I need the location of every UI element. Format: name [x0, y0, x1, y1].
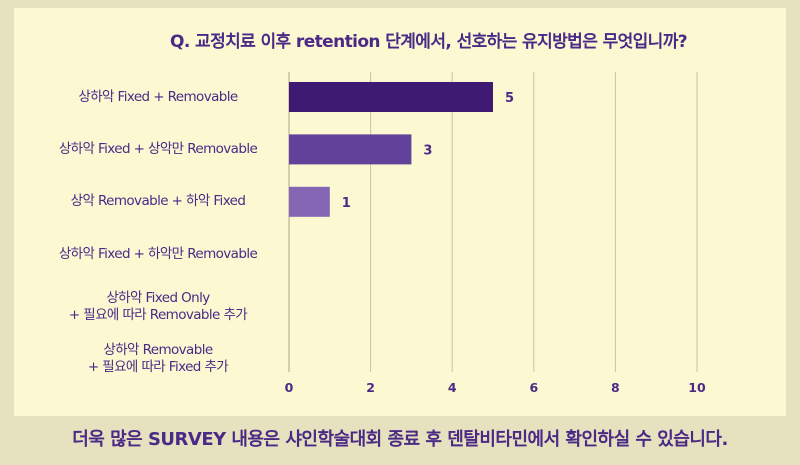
bar	[289, 82, 493, 112]
footer-notice: 더욱 많은 SURVEY 내용은 샤인학술대회 종료 후 덴탈비타민에서 확인하…	[72, 429, 728, 450]
chart-title: Q. 교정치료 이후 retention 단계에서, 선호하는 유지방법은 무엇…	[170, 32, 688, 52]
bar	[289, 186, 330, 217]
category-label: 상하악 Fixed + 하악만 Removable	[58, 245, 258, 262]
category-label: 상악 Removable + 하악 Fixed	[70, 193, 246, 210]
x-tick-label: 8	[611, 380, 620, 395]
category-label: 상하악 Fixed + Removable	[78, 88, 238, 105]
data-label: 3	[423, 143, 432, 158]
x-tick-label: 2	[366, 380, 375, 395]
x-tick-label: 6	[529, 380, 538, 395]
data-label: 5	[505, 91, 514, 106]
x-tick-label: 4	[448, 380, 457, 395]
category-label: 상하악 Fixed + 상악만 Removable	[58, 140, 258, 157]
data-label: 1	[342, 196, 351, 211]
chart-card	[14, 8, 786, 416]
category-label: 상하악 Removable + 필요에 따라 Fixed 추가	[87, 342, 229, 375]
x-tick-label: 0	[285, 380, 294, 395]
x-tick-label: 10	[688, 380, 706, 395]
category-label: 상하악 Fixed Only + 필요에 따라 Removable 추가	[68, 289, 248, 323]
bar	[289, 134, 412, 165]
